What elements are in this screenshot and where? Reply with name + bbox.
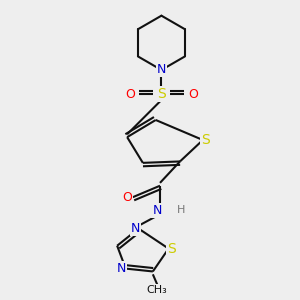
Text: CH₃: CH₃ (147, 285, 167, 295)
Text: N: N (157, 64, 166, 76)
Text: N: N (131, 222, 140, 235)
Text: O: O (188, 88, 198, 101)
Text: S: S (167, 242, 176, 256)
Text: N: N (117, 262, 126, 275)
Text: H: H (177, 205, 186, 215)
Text: O: O (125, 88, 135, 101)
Text: S: S (157, 87, 166, 101)
Text: O: O (122, 191, 132, 204)
Text: N: N (152, 203, 162, 217)
Text: S: S (201, 133, 210, 147)
